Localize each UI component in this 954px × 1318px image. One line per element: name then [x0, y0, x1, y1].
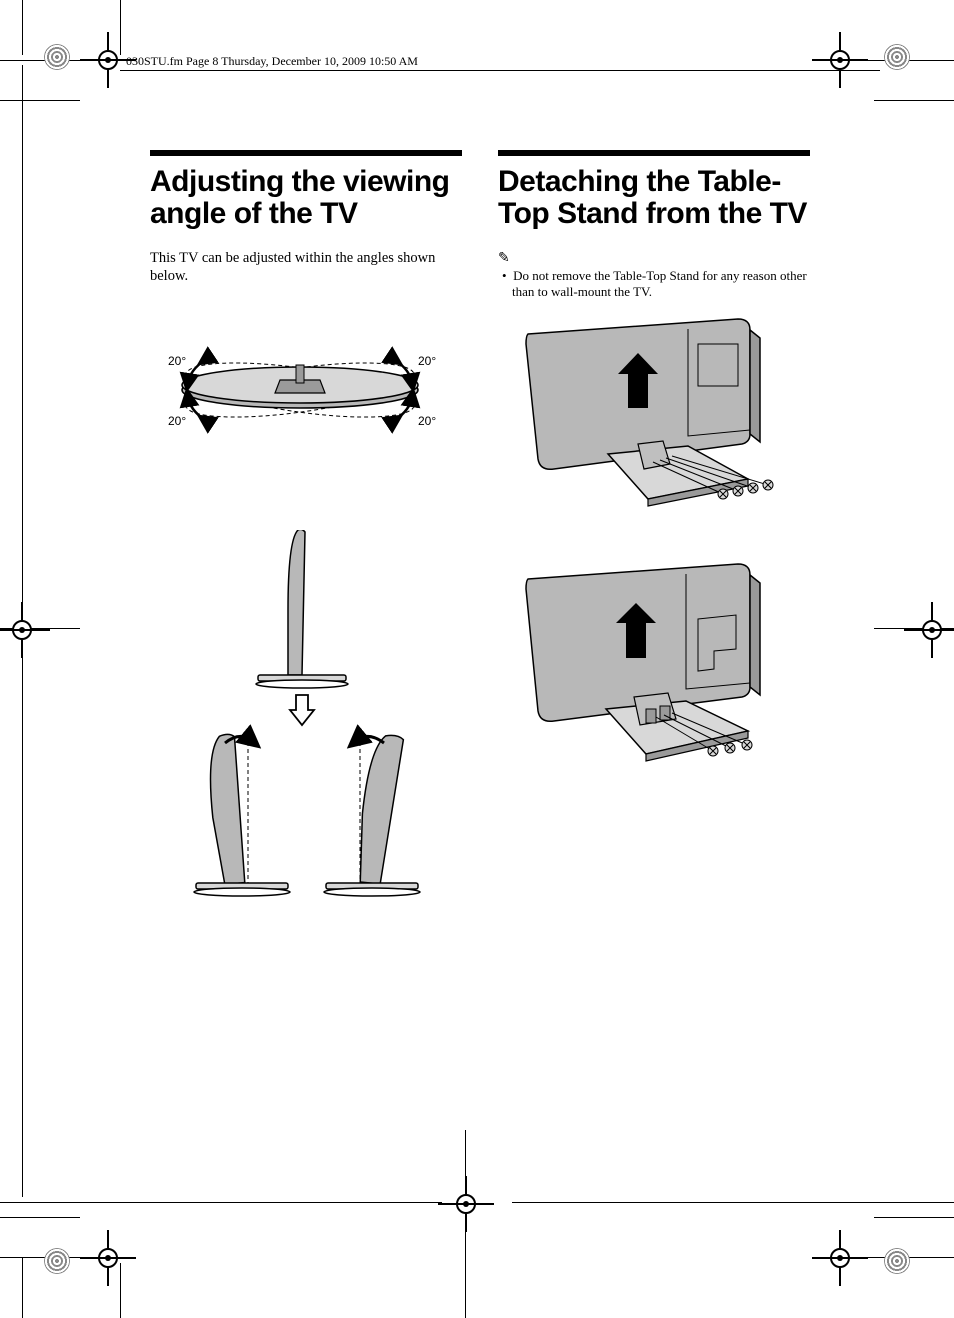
- figure-detach-4screw: [498, 314, 810, 519]
- registration-mark-icon: [94, 46, 122, 74]
- crop-line: [512, 1202, 954, 1203]
- crop-line: [874, 1217, 954, 1218]
- angle-label: 20°: [418, 414, 436, 428]
- arrow-down-icon: [290, 695, 314, 725]
- heading-detach-stand: Detaching the Table-Top Stand from the T…: [498, 166, 810, 231]
- crop-ornament-icon: [884, 44, 910, 70]
- crop-ornament-icon: [884, 1248, 910, 1274]
- section-rule: [150, 150, 462, 156]
- crop-line: [0, 1217, 80, 1218]
- tv-side-tilt-front: [324, 733, 420, 896]
- heading-adjust-angle: Adjusting the viewing angle of the TV: [150, 166, 462, 231]
- registration-mark-icon: [918, 616, 946, 644]
- column-right: Detaching the Table-Top Stand from the T…: [498, 150, 810, 945]
- figure-detach-3screw: [498, 559, 810, 774]
- angle-label: 20°: [168, 354, 186, 368]
- angle-label: 20°: [418, 354, 436, 368]
- crop-line: [0, 1202, 442, 1203]
- crop-line: [22, 1258, 23, 1318]
- figure-tilt-side: [150, 530, 462, 905]
- figure-swivel-topdown: 20° 20° 20° 20°: [150, 325, 462, 460]
- section-rule: [498, 150, 810, 156]
- page: 030STU.fm Page 8 Thursday, December 10, …: [0, 0, 954, 1318]
- registration-mark-icon: [94, 1244, 122, 1272]
- crop-ornament-icon: [44, 1248, 70, 1274]
- angle-label: 20°: [168, 414, 186, 428]
- crop-ornament-icon: [44, 44, 70, 70]
- crop-line: [0, 100, 80, 101]
- crop-line: [22, 65, 23, 620]
- page-header-filepath: 030STU.fm Page 8 Thursday, December 10, …: [126, 54, 418, 69]
- note-bullet-text: Do not remove the Table-Top Stand for an…: [512, 268, 807, 299]
- crop-line: [874, 100, 954, 101]
- header-underline: [120, 70, 880, 71]
- column-left: Adjusting the viewing angle of the TV Th…: [150, 150, 462, 945]
- tv-side-upright: [256, 530, 348, 688]
- note-bullet: • Do not remove the Table-Top Stand for …: [498, 268, 810, 301]
- registration-mark-icon: [8, 616, 36, 644]
- crop-line: [22, 642, 23, 1197]
- note-icon: ✎: [498, 249, 810, 266]
- registration-mark-icon: [452, 1190, 480, 1218]
- body-adjust-angle: This TV can be adjusted within the angle…: [150, 249, 462, 285]
- registration-mark-icon: [826, 1244, 854, 1272]
- tv-side-tilt-back: [194, 734, 290, 896]
- crop-line: [22, 0, 23, 55]
- content-area: Adjusting the viewing angle of the TV Th…: [150, 150, 810, 945]
